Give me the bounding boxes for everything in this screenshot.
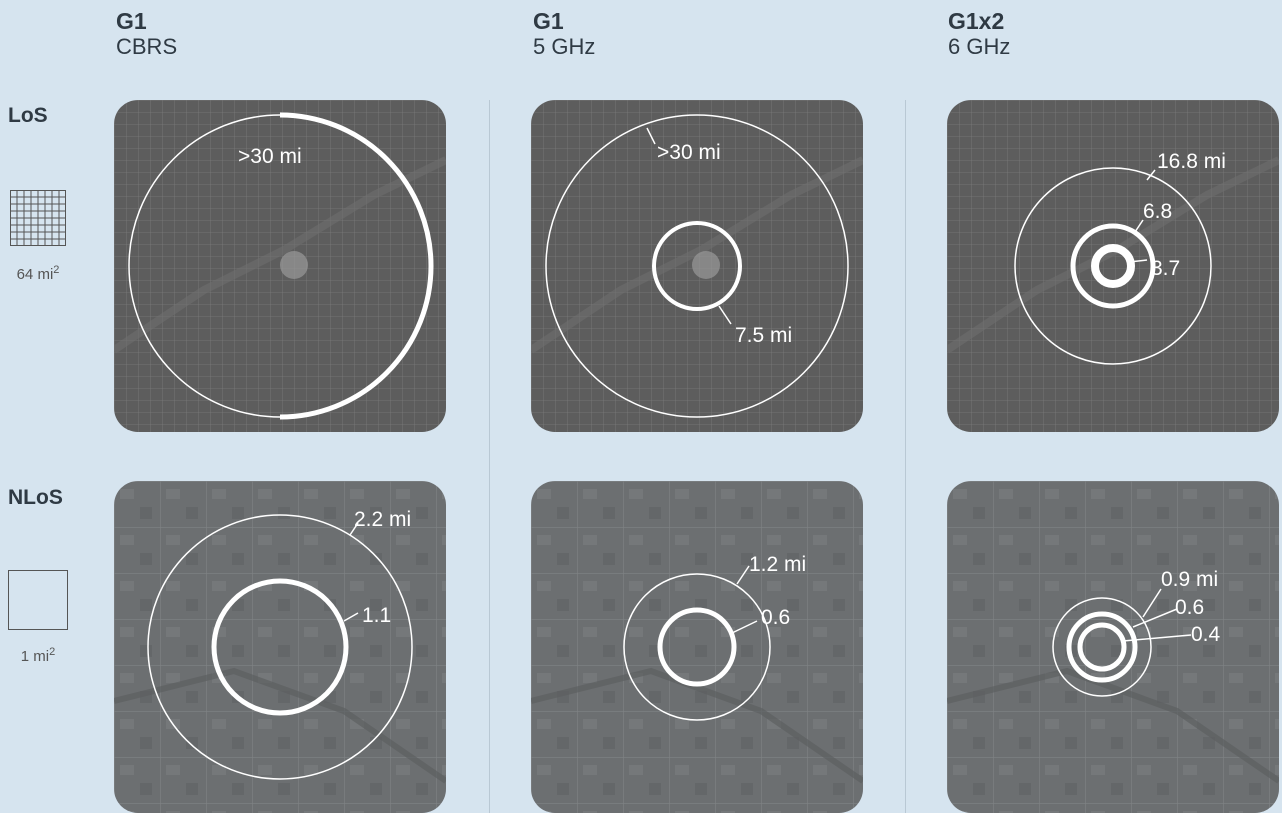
range-label-outer: >30 mi [657,141,721,164]
column-header-g1-5ghz: G1 5 GHz [533,8,595,60]
coverage-ring-2 [1066,611,1138,683]
range-label-2: 6.8 [1143,200,1172,223]
map-tile-los-5ghz: >30 mi 7.5 mi [531,100,863,432]
range-label-outer: 2.2 mi [354,508,411,531]
coverage-ring-inner [652,221,742,311]
scale-value: 64 mi [16,266,54,283]
coverage-ring-2 [1070,223,1156,309]
square-scale-icon [8,570,68,630]
range-label-inner: 0.6 [761,606,790,629]
range-label-1: 16.8 mi [1157,150,1226,173]
column-divider [905,100,906,813]
range-label-1: 0.9 mi [1161,568,1218,591]
column-band: 6 GHz [948,34,1011,60]
range-label: >30 mi [238,145,302,168]
coverage-ring-1 [1052,597,1152,697]
range-label-inner: 1.1 [362,604,391,627]
scale-value: 1 mi [20,648,50,665]
coverage-ring-inner [657,607,737,687]
map-tile-los-cbrs: >30 mi [114,100,446,432]
row-label-nlos: NLoS [8,486,63,509]
coverage-ring-3 [1077,622,1127,672]
coverage-ring-outer [147,514,413,780]
row-label-los: LoS [8,104,48,127]
grid-scale-icon [10,190,66,246]
column-name: G1 [533,8,564,34]
coverage-ring-outer [623,573,771,721]
range-label-3: 0.4 [1191,623,1221,646]
column-header-g1x2-6ghz: G1x2 6 GHz [948,8,1010,60]
coverage-ring-outer [545,114,849,418]
scale-label-los: 64 mi2 [3,264,73,283]
map-tile-nlos-5ghz: 1.2 mi 0.6 [531,481,863,813]
coverage-ring-inner [211,578,349,716]
column-header-g1-cbrs: G1 CBRS [116,8,177,60]
map-tile-nlos-6ghz: 0.9 mi 0.6 0.4 [947,481,1279,813]
column-band: 5 GHz [533,34,596,60]
scale-exponent: 2 [49,646,56,658]
range-label-3: 3.7 [1151,257,1180,280]
coverage-ring-3 [1091,244,1135,288]
coverage-ring-1 [1014,167,1212,365]
column-divider [489,100,490,813]
range-label-2: 0.6 [1175,596,1204,619]
scale-label-nlos: 1 mi2 [3,646,73,665]
map-tile-nlos-cbrs: 2.2 mi 1.1 [114,481,446,813]
range-label-inner: 7.5 mi [735,324,792,347]
map-tile-los-6ghz: 16.8 mi 6.8 3.7 [947,100,1279,432]
column-name: G1x2 [948,8,1005,34]
range-label-outer: 1.2 mi [749,553,806,576]
column-band: CBRS [116,34,178,60]
column-name: G1 [116,8,147,34]
scale-exponent: 2 [53,264,60,276]
